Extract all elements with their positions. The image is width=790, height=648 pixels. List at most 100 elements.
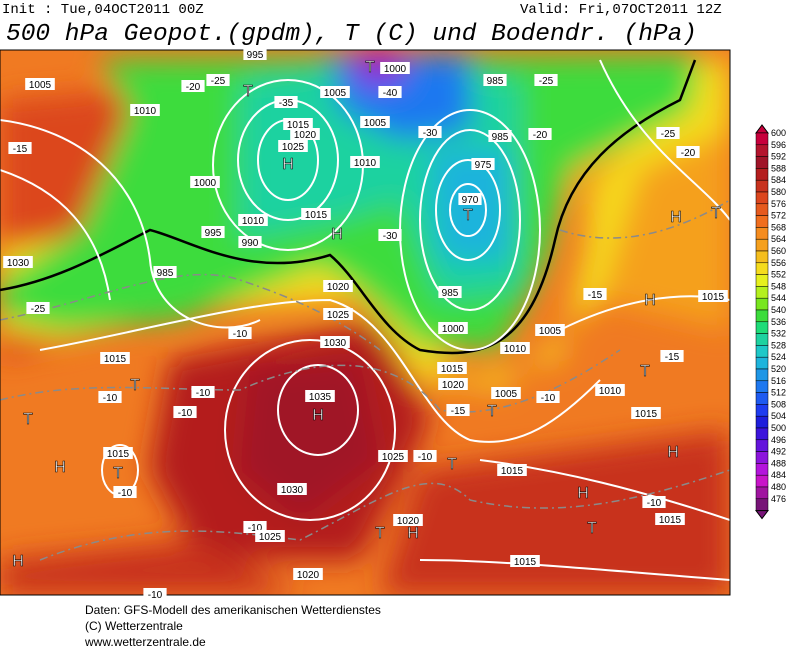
colorbar-swatch	[755, 168, 769, 181]
label-box	[471, 158, 495, 170]
contour-label: -10	[103, 393, 118, 404]
colorbar-swatch	[755, 463, 769, 476]
label-box	[488, 130, 512, 142]
contour-label: 985	[487, 76, 504, 87]
label-box	[534, 74, 558, 86]
pressure-center: H	[331, 226, 343, 243]
colorbar: 6005965925885845805765725685645605565525…	[754, 124, 786, 520]
pressure-center: T	[375, 525, 385, 542]
init-time: Init : Tue,04OCT2011 00Z	[2, 2, 204, 18]
contour-label: -20	[186, 82, 201, 93]
colorbar-label: 480	[771, 482, 786, 492]
contour-label: 1000	[442, 324, 465, 335]
contour-label: -30	[423, 128, 438, 139]
pressure-center: H	[667, 444, 679, 461]
label-box	[191, 386, 215, 398]
pressure-center: T	[487, 403, 497, 420]
contour-label: 1010	[242, 216, 265, 227]
label-box	[243, 48, 267, 60]
label-box	[290, 128, 320, 140]
label-box	[274, 96, 298, 108]
pressure-center: T	[447, 456, 457, 473]
pressure-center: T	[711, 205, 721, 222]
contour-label: -10	[647, 498, 662, 509]
label-box	[360, 116, 390, 128]
label-box	[25, 78, 55, 90]
colorbar-swatch	[755, 132, 769, 146]
contour-label: -25	[31, 304, 46, 315]
pressure-center: H	[54, 459, 66, 476]
colorbar-label: 508	[771, 399, 786, 409]
colorbar-swatch	[755, 203, 769, 216]
label-box	[103, 447, 133, 459]
contour-label: 1030	[7, 258, 30, 269]
colorbar-swatch	[755, 451, 769, 464]
contour-label: 1035	[309, 392, 332, 403]
contour-label: 1005	[29, 80, 52, 91]
label-box	[536, 391, 560, 403]
label-box	[413, 450, 437, 462]
temperature-field	[0, 52, 730, 595]
label-box	[238, 214, 268, 226]
label-box	[437, 362, 467, 374]
label-box	[631, 407, 661, 419]
colorbar-swatch	[755, 262, 769, 275]
footer-line: www.wetterzentrale.de	[84, 635, 206, 648]
contour-label: 985	[442, 288, 459, 299]
label-box	[483, 74, 507, 86]
label-box	[278, 140, 308, 152]
pressure-center: H	[670, 209, 682, 226]
pressure-center: T	[130, 377, 140, 394]
label-box	[293, 568, 323, 580]
colorbar-swatch	[755, 144, 769, 157]
colorbar-label: 592	[771, 152, 786, 162]
contour-label: 1020	[297, 570, 320, 581]
label-box	[497, 464, 527, 476]
contour-label: 1015	[441, 364, 464, 375]
colorbar-label: 576	[771, 199, 786, 209]
colorbar-swatch	[755, 156, 769, 169]
contour-label: 1025	[327, 310, 350, 321]
colorbar-swatch	[755, 250, 769, 264]
colorbar-end	[755, 124, 769, 134]
colorbar-label: 600	[771, 128, 786, 138]
colorbar-label: 572	[771, 211, 786, 221]
colorbar-swatch	[755, 392, 769, 405]
colorbar-swatch	[755, 404, 769, 417]
colorbar-label: 524	[771, 352, 786, 362]
colorbar-swatch	[755, 238, 769, 252]
label-box	[228, 327, 252, 339]
colorbar-swatch	[755, 498, 769, 511]
valid-time: Valid: Fri,07OCT2011 12Z	[520, 2, 722, 18]
contour-label: 1020	[327, 282, 350, 293]
colorbar-swatch	[755, 368, 769, 382]
contour-label: 1015	[659, 515, 682, 526]
isotherms	[0, 199, 730, 561]
colorbar-swatch	[755, 486, 769, 500]
contour-label: -25	[539, 76, 554, 87]
pressure-center: H	[12, 553, 24, 570]
pressure-center: T	[113, 465, 123, 482]
contour-label: 1010	[354, 158, 377, 169]
map-frame	[0, 49, 731, 596]
contour-label: 970	[462, 195, 479, 206]
label-box	[446, 404, 470, 416]
pressure-center: T	[365, 59, 375, 76]
colorbar-swatch	[755, 286, 769, 299]
label-box	[153, 266, 177, 278]
label-box	[320, 86, 350, 98]
label-box	[500, 342, 530, 354]
colorbar-swatch	[755, 274, 769, 287]
label-box	[380, 62, 410, 74]
contour-label: -10	[541, 393, 556, 404]
label-box	[305, 390, 335, 402]
pressure-center: T	[463, 207, 473, 224]
contour-label: 1005	[539, 326, 562, 337]
label-box	[190, 176, 220, 188]
label-box	[378, 450, 408, 462]
colorbar-swatch	[755, 474, 769, 488]
label-box	[656, 127, 680, 139]
contour-label: 1000	[384, 64, 407, 75]
label-box	[676, 146, 700, 158]
